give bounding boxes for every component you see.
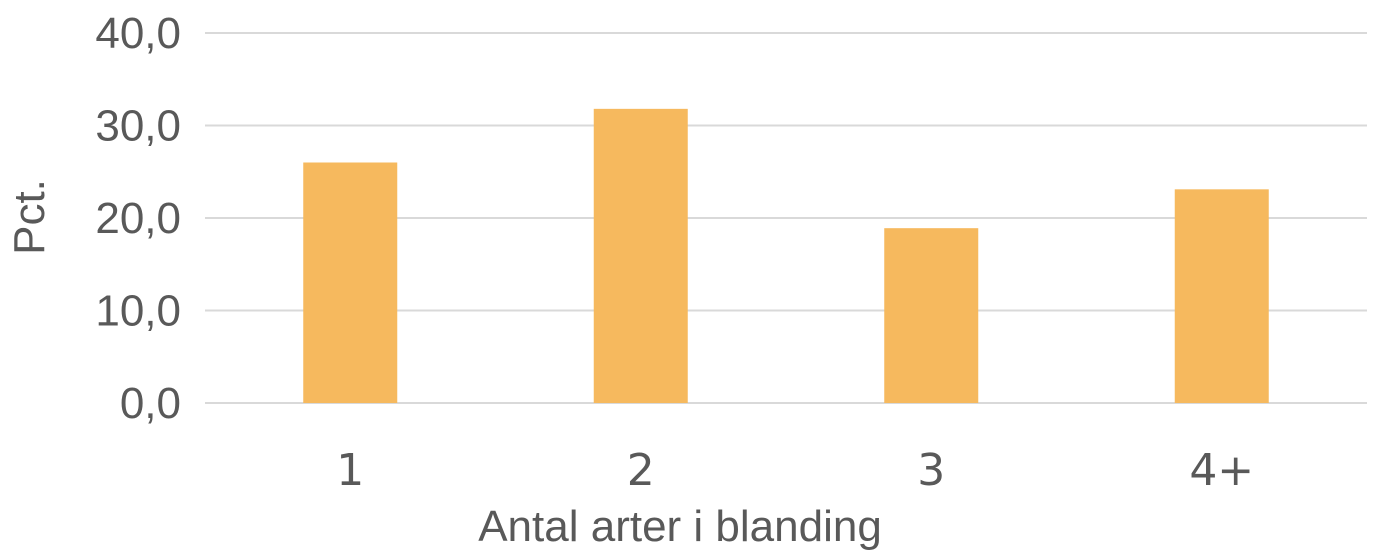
bars [303,108,1269,403]
x-tick-label: 4+ [1189,445,1254,496]
gridlines [205,32,1367,404]
bar-3 [884,228,979,403]
x-axis-tick-labels: 1 2 3 4+ [336,445,1254,496]
x-tick-label: 3 [917,445,945,496]
y-tick-label: 20,0 [95,194,181,243]
y-tick-label: 10,0 [95,287,181,336]
bar-2 [593,108,688,403]
y-axis-title: Pct. [5,179,54,255]
bar-1 [303,162,398,403]
x-tick-label: 2 [627,445,655,496]
bar-4+ [1174,189,1269,403]
x-tick-label: 1 [336,445,364,496]
x-axis-title: Antal arter i blanding [478,502,882,550]
y-tick-label: 40,0 [95,9,181,58]
y-tick-label: 0,0 [120,379,181,428]
y-axis-tick-labels: 0,0 10,0 20,0 30,0 40,0 [95,9,181,428]
y-tick-label: 30,0 [95,102,181,151]
